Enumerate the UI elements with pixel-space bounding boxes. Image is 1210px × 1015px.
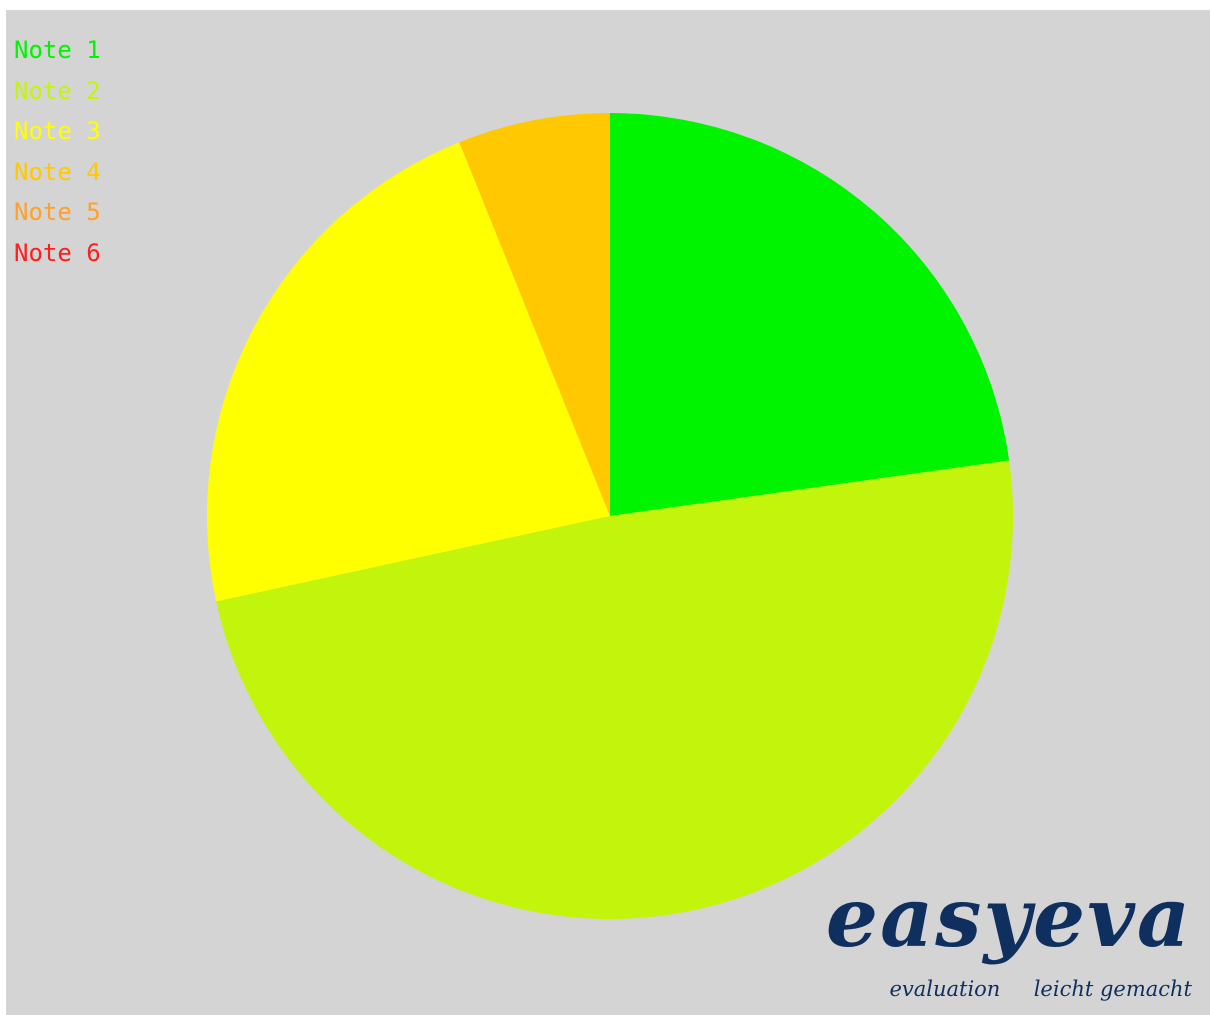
legend-item-note-6: Note 6 [14, 238, 101, 267]
pie-slice-note-2 [216, 460, 1013, 919]
logo-tagline: evaluation leicht gemacht [889, 977, 1192, 1001]
pie-chart [207, 113, 1013, 919]
legend-item-note-3: Note 3 [14, 117, 101, 145]
pie-slice-note-1 [610, 113, 1010, 516]
pie-slice-note-4 [459, 113, 610, 516]
legend: Note 1 Note 2 Note 3 Note 4 Note 5 Note … [14, 30, 101, 273]
legend-item-note-2: Note 2 [14, 76, 101, 105]
easyeva-logo: easyeva evaluation leicht gemacht [820, 877, 1200, 1007]
legend-item-note-1: Note 1 [14, 36, 101, 64]
legend-item-note-4: Note 4 [14, 157, 101, 186]
chart-canvas: Note 1 Note 2 Note 3 Note 4 Note 5 Note … [6, 10, 1210, 1015]
logo-wordmark: easyeva [825, 870, 1192, 966]
pie-slice-note-3 [207, 142, 610, 602]
legend-item-note-5: Note 5 [14, 198, 101, 226]
